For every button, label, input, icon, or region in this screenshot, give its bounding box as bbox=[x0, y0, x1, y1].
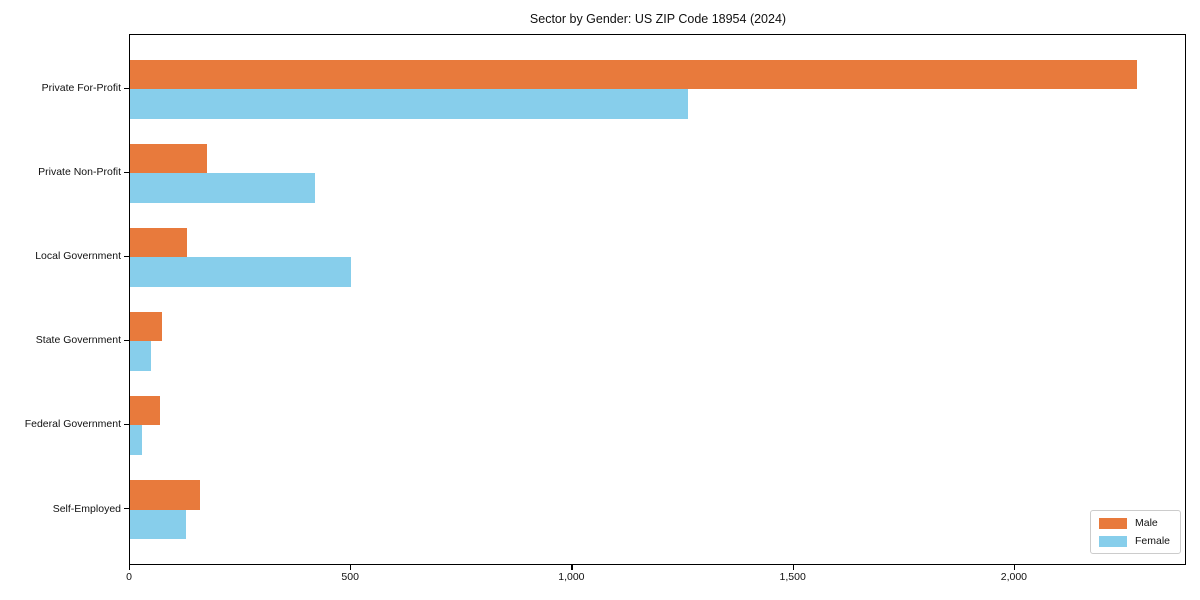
y-axis-tick bbox=[124, 423, 129, 426]
legend-label-female: Female bbox=[1135, 535, 1171, 547]
bar-female-local-government bbox=[130, 257, 352, 287]
bar-female-private-for-profit bbox=[130, 89, 688, 119]
legend-swatch-female bbox=[1099, 535, 1127, 547]
x-axis-tick-label-1-500: 1,500 bbox=[779, 571, 806, 583]
y-axis-label-self-employed: Self-Employed bbox=[52, 502, 121, 515]
y-axis-tick bbox=[124, 255, 129, 257]
bar-female-private-non-profit bbox=[130, 173, 315, 203]
y-axis-tick bbox=[124, 339, 129, 342]
y-axis-label-federal-government: Federal Government bbox=[24, 418, 121, 431]
x-axis-tick-label-1-000: 1,000 bbox=[558, 571, 585, 583]
chart-title: Sector by Gender: US ZIP Code 18954 (202… bbox=[529, 12, 787, 26]
plot-area: Male Female bbox=[129, 34, 1186, 565]
legend-label-male: Male bbox=[1135, 517, 1158, 529]
bar-female-federal-government bbox=[130, 425, 142, 455]
bar-male-federal-government bbox=[130, 395, 161, 426]
y-axis-label-private-for-profit: Private For-Profit bbox=[41, 82, 121, 94]
legend-swatch-male bbox=[1099, 517, 1127, 529]
x-axis-tick-label-500: 500 bbox=[341, 571, 359, 583]
x-axis-tick-label-2-000: 2,000 bbox=[1000, 571, 1028, 583]
bar-female-self-employed bbox=[130, 509, 186, 539]
bar-female-state-government bbox=[130, 341, 151, 371]
y-axis-label-private-non-profit: Private Non-Profit bbox=[38, 166, 121, 179]
legend-entry-female: Female bbox=[1099, 535, 1172, 547]
bar-male-self-employed bbox=[130, 480, 200, 510]
x-axis-tick bbox=[129, 565, 131, 570]
x-axis-tick bbox=[792, 565, 794, 570]
legend: Male Female bbox=[1090, 510, 1181, 554]
x-axis-tick bbox=[350, 565, 352, 570]
x-axis-tick bbox=[1013, 565, 1016, 570]
y-axis-tick bbox=[124, 87, 129, 89]
y-axis-tick bbox=[124, 508, 129, 510]
bar-male-private-for-profit bbox=[130, 59, 1137, 89]
x-axis-tick bbox=[571, 565, 573, 570]
y-axis-tick bbox=[124, 171, 129, 173]
x-axis-tick-label-0: 0 bbox=[126, 571, 132, 583]
bar-male-local-government bbox=[130, 227, 187, 258]
bar-male-private-non-profit bbox=[130, 143, 207, 174]
legend-entry-male: Male bbox=[1099, 517, 1172, 529]
y-axis-label-local-government: Local Government bbox=[35, 250, 121, 263]
bar-male-state-government bbox=[130, 311, 163, 342]
y-axis-label-state-government: State Government bbox=[35, 334, 121, 347]
